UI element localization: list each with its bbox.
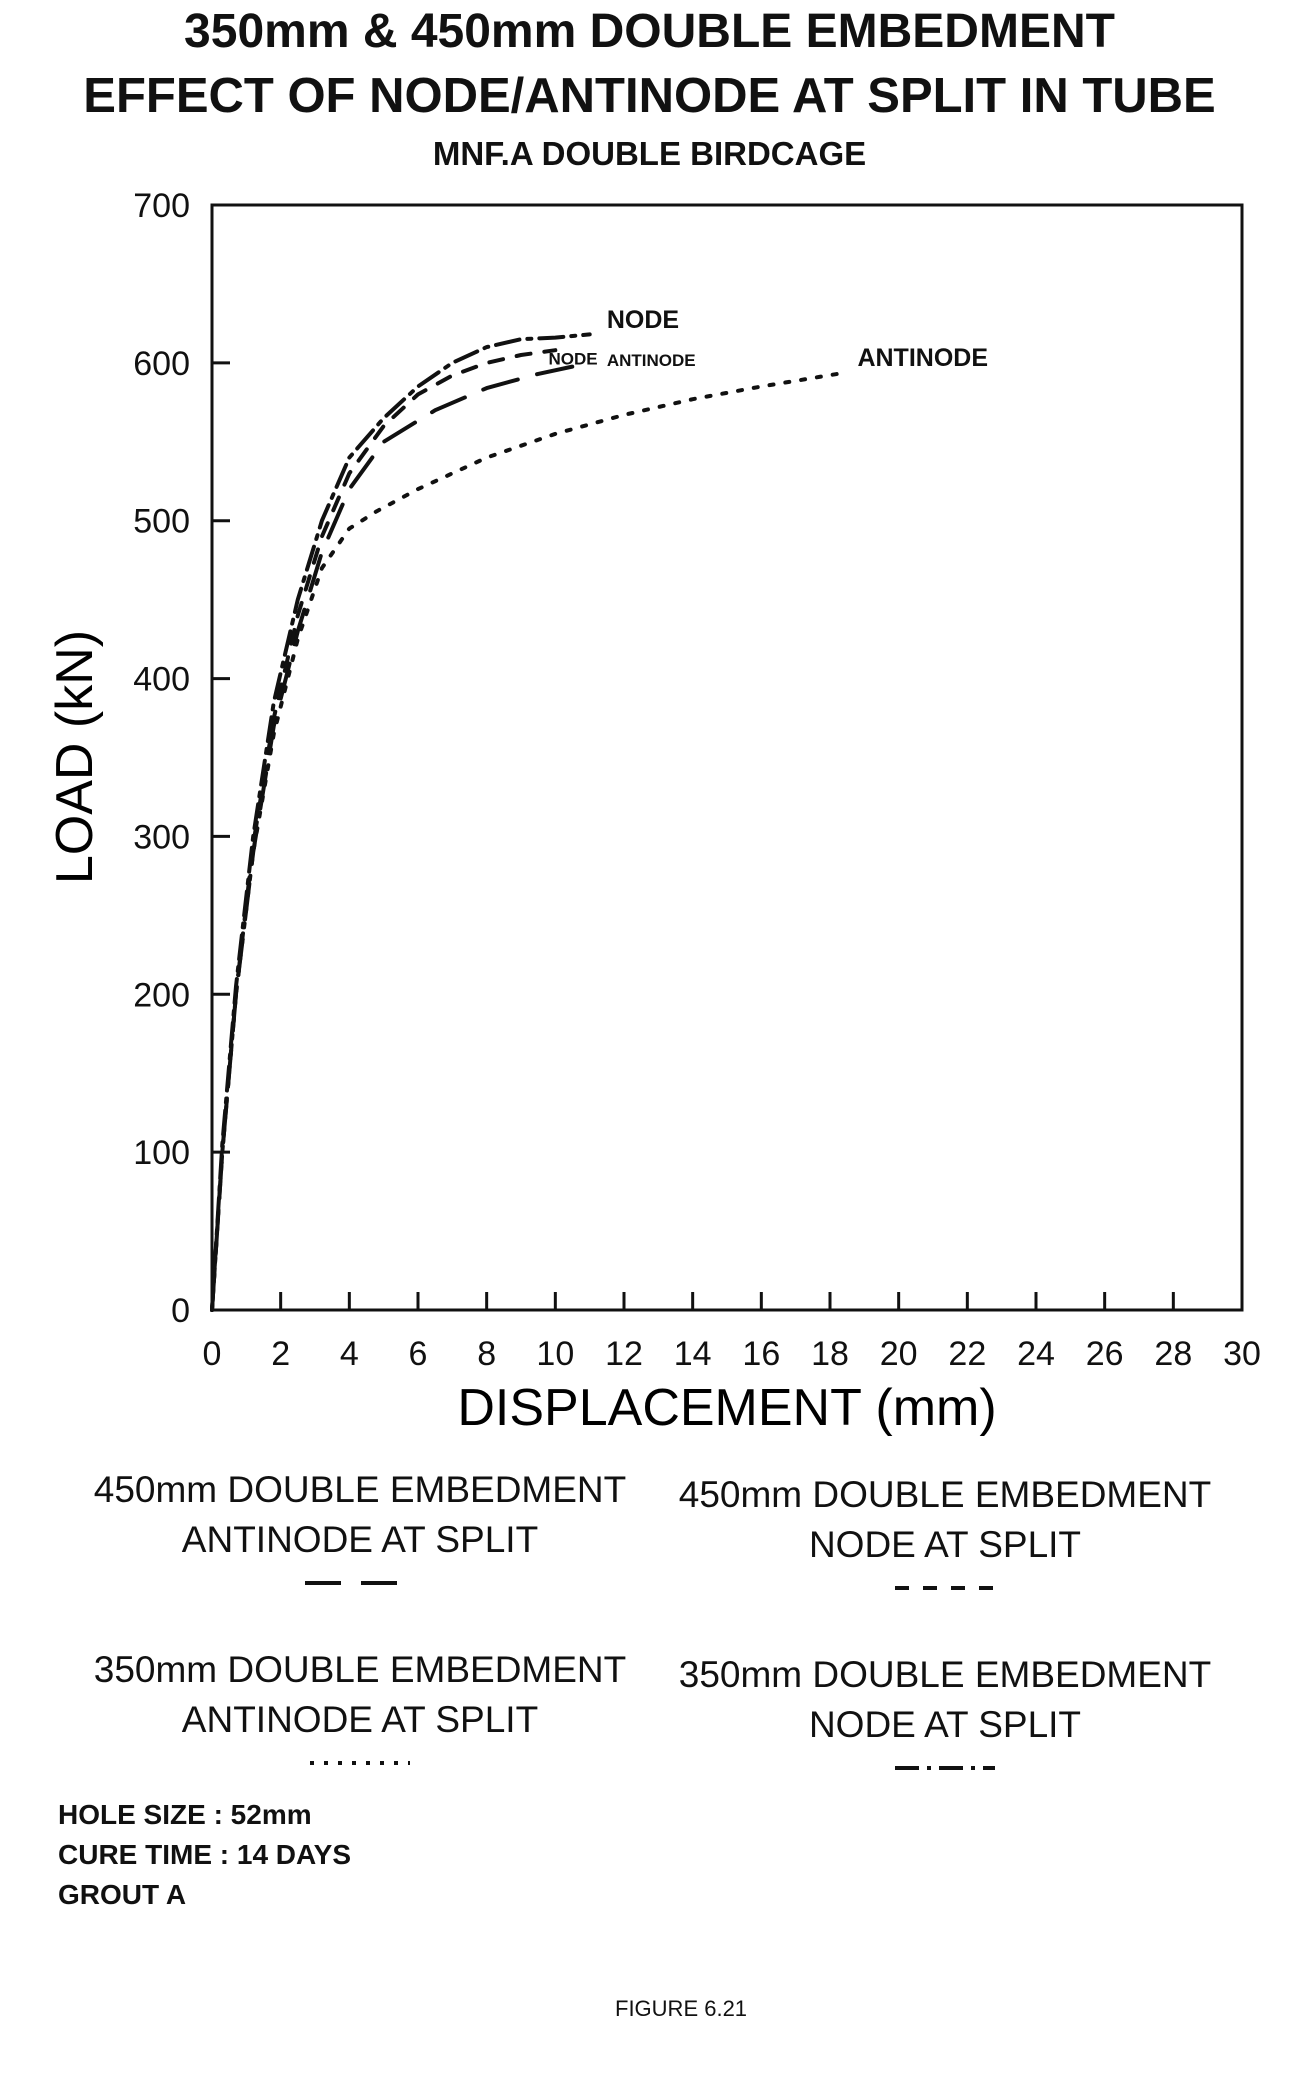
x-tick-label: 16 [742, 1335, 780, 1373]
legend-label-line2: NODE AT SPLIT [808, 1524, 1082, 1565]
series-line-long-dash [210, 360, 592, 1312]
x-axis-label: DISPLACEMENT (mm) [457, 1379, 996, 1437]
curve-annotation: NODE [607, 306, 679, 334]
legend-label-line1: 350mm DOUBLE EMBEDMENT [93, 1649, 627, 1690]
grout-note: GROUT A [58, 1879, 187, 1910]
x-tick-label: 22 [948, 1335, 986, 1373]
series-line-dotted [210, 370, 850, 1312]
x-tick-label: 28 [1154, 1335, 1192, 1373]
legend-swatch-dash-dot [895, 1766, 995, 1770]
legend-swatch-long-dash [305, 1581, 415, 1585]
legend-item-350-antinode: 350mm DOUBLE EMBEDMENT ANTINODE AT SPLIT [60, 1645, 660, 1777]
x-tick-label: 6 [409, 1335, 428, 1373]
legend-item-350-node: 350mm DOUBLE EMBEDMENT NODE AT SPLIT [645, 1650, 1245, 1782]
y-tick-label: 500 [133, 503, 190, 541]
chart-title-line2: EFFECT OF NODE/ANTINODE AT SPLIT IN TUBE [83, 69, 1216, 123]
y-axis-label: LOAD (kN) [46, 630, 104, 884]
annotation-layer: NODE NODE ANTINODE ANTINODE [548, 306, 988, 372]
x-tick-label: 2 [271, 1335, 290, 1373]
legend-swatch-dotted [310, 1761, 410, 1765]
hole-size-note: HOLE SIZE : 52mm [58, 1799, 312, 1830]
curve-annotation: NODE [548, 349, 597, 368]
curve-annotation: ANTINODE [857, 344, 988, 372]
x-tick-label: 12 [605, 1335, 643, 1373]
y-tick-label: 0 [171, 1292, 190, 1330]
x-tick-label: 8 [477, 1335, 496, 1373]
plot-frame [210, 203, 1244, 1312]
load-displacement-chart: 0 2 4 6 8 10 12 14 16 18 20 22 24 26 28 300100200300400… [46, 187, 1261, 1437]
legend-item-450-antinode: 450mm DOUBLE EMBEDMENT ANTINODE AT SPLIT [60, 1465, 660, 1597]
legend-label-line1: 450mm DOUBLE EMBEDMENT [678, 1474, 1212, 1515]
x-tick-label: 0 [203, 1335, 222, 1373]
x-tick-label: 20 [880, 1335, 918, 1373]
x-tick-label: 4 [340, 1335, 359, 1373]
chart-title-line1: 350mm & 450mm DOUBLE EMBEDMENT [184, 5, 1115, 58]
cure-time-note: CURE TIME : 14 DAYS [58, 1839, 352, 1870]
legend-label-line1: 450mm DOUBLE EMBEDMENT [93, 1469, 627, 1510]
y-tick-label: 100 [133, 1134, 190, 1172]
legend-label-line2: ANTINODE AT SPLIT [181, 1519, 539, 1560]
x-tick-label: 10 [536, 1335, 574, 1373]
figure-label: FIGURE 6.21 [615, 1996, 748, 2021]
legend-item-450-node: 450mm DOUBLE EMBEDMENT NODE AT SPLIT [645, 1470, 1245, 1602]
series-line-short-dash [210, 348, 558, 1312]
x-tick-label: 14 [674, 1335, 712, 1373]
y-tick-label: 300 [133, 818, 190, 856]
legend-label-line1: 350mm DOUBLE EMBEDMENT [678, 1654, 1212, 1695]
x-tick-label: 24 [1017, 1335, 1055, 1373]
legend-label-line2: ANTINODE AT SPLIT [181, 1699, 539, 1740]
x-tick-label: 18 [811, 1335, 849, 1373]
test-notes: HOLE SIZE : 52mm CURE TIME : 14 DAYS GRO… [58, 1795, 351, 1915]
legend-swatch-short-dash [895, 1586, 995, 1590]
y-tick-label: 700 [133, 187, 190, 225]
x-tick-label: 30 [1223, 1335, 1261, 1373]
curve-annotation: ANTINODE [607, 351, 696, 370]
legend-label-line2: NODE AT SPLIT [808, 1704, 1082, 1745]
series-line-dash-dot [210, 332, 592, 1312]
x-tick-label: 26 [1086, 1335, 1124, 1373]
y-tick-label: 400 [133, 661, 190, 699]
y-tick-label: 200 [133, 976, 190, 1014]
axis-ticks: 0 2 4 6 8 10 12 14 16 18 20 22 24 26 28 300100200300400… [133, 187, 1261, 1373]
chart-subtitle: MNF.A DOUBLE BIRDCAGE [432, 135, 867, 172]
y-tick-label: 600 [133, 345, 190, 383]
series-layer [210, 332, 850, 1312]
